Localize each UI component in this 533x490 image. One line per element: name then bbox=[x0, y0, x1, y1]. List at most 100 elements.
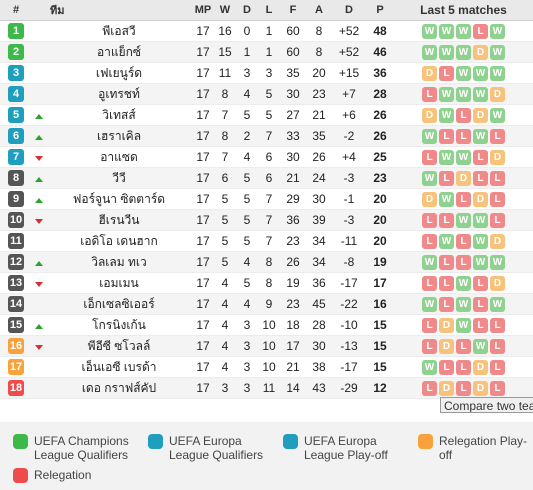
team-name[interactable]: พีเอสวี bbox=[46, 20, 192, 42]
form-result-badge[interactable]: L bbox=[439, 212, 454, 228]
form-result-badge[interactable]: D bbox=[422, 65, 437, 81]
table-row[interactable]: 13 เอมเมน 17 4 5 8 19 36 -17 17 L L W L D bbox=[0, 272, 533, 294]
form-result-badge[interactable]: L bbox=[439, 128, 454, 144]
team-name[interactable]: วีวี bbox=[46, 167, 192, 189]
col-a-header[interactable]: A bbox=[306, 0, 332, 21]
form-result-badge[interactable]: W bbox=[439, 191, 454, 207]
team-name[interactable]: อาแซด bbox=[46, 146, 192, 168]
form-result-badge[interactable]: D bbox=[473, 107, 488, 123]
form-result-badge[interactable]: W bbox=[422, 170, 437, 186]
form-result-badge[interactable]: W bbox=[439, 149, 454, 165]
form-result-badge[interactable]: W bbox=[422, 296, 437, 312]
form-result-badge[interactable]: L bbox=[439, 170, 454, 186]
form-result-badge[interactable]: W bbox=[439, 23, 454, 39]
col-l-header[interactable]: L bbox=[258, 0, 280, 21]
form-result-badge[interactable]: W bbox=[456, 65, 471, 81]
form-result-badge[interactable]: L bbox=[456, 338, 471, 354]
form-result-badge[interactable]: L bbox=[422, 317, 437, 333]
col-p-header[interactable]: P bbox=[366, 0, 394, 21]
form-result-badge[interactable]: L bbox=[456, 233, 471, 249]
table-row[interactable]: 7 อาแซด 17 7 4 6 30 26 +4 25 L W W L D bbox=[0, 146, 533, 168]
team-name[interactable]: เฮราเคิล bbox=[46, 125, 192, 147]
form-result-badge[interactable]: L bbox=[490, 359, 505, 375]
form-result-badge[interactable]: W bbox=[456, 44, 471, 60]
form-result-badge[interactable]: W bbox=[439, 86, 454, 102]
team-name[interactable]: โกรนิงเก้น bbox=[46, 314, 192, 336]
form-result-badge[interactable]: L bbox=[473, 170, 488, 186]
form-result-badge[interactable]: W bbox=[490, 296, 505, 312]
form-result-badge[interactable]: W bbox=[456, 275, 471, 291]
form-result-badge[interactable]: W bbox=[439, 107, 454, 123]
form-result-badge[interactable]: D bbox=[422, 191, 437, 207]
col-w-header[interactable]: W bbox=[214, 0, 236, 21]
col-rank-header[interactable]: # bbox=[0, 0, 32, 21]
form-result-badge[interactable]: L bbox=[422, 86, 437, 102]
table-row[interactable]: 3 เฟเยนูร์ด 17 11 3 3 35 20 +15 36 D L W W W bbox=[0, 62, 533, 84]
form-result-badge[interactable]: W bbox=[490, 65, 505, 81]
team-name[interactable]: อูเทรชท์ bbox=[46, 83, 192, 105]
form-result-badge[interactable]: L bbox=[422, 275, 437, 291]
form-result-badge[interactable]: D bbox=[439, 317, 454, 333]
form-result-badge[interactable]: L bbox=[490, 380, 505, 396]
col-f-header[interactable]: F bbox=[280, 0, 306, 21]
team-name[interactable]: ฟอร์จูนา ซิตตาร์ด bbox=[46, 188, 192, 210]
form-result-badge[interactable]: D bbox=[456, 170, 471, 186]
form-result-badge[interactable]: W bbox=[422, 44, 437, 60]
form-result-badge[interactable]: D bbox=[422, 107, 437, 123]
team-name[interactable]: อาแย็กซ์ bbox=[46, 41, 192, 63]
form-result-badge[interactable]: L bbox=[439, 254, 454, 270]
form-result-badge[interactable]: W bbox=[456, 212, 471, 228]
team-name[interactable]: ฮีเรนวีน bbox=[46, 209, 192, 231]
form-result-badge[interactable]: D bbox=[473, 191, 488, 207]
form-result-badge[interactable]: L bbox=[456, 254, 471, 270]
table-row[interactable]: 17 เอ็นเอซี เบรด้า 17 4 3 10 21 38 -17 15 W L L D L bbox=[0, 356, 533, 378]
form-result-badge[interactable]: W bbox=[490, 23, 505, 39]
form-result-badge[interactable]: D bbox=[473, 380, 488, 396]
form-result-badge[interactable]: L bbox=[473, 317, 488, 333]
form-result-badge[interactable]: D bbox=[490, 233, 505, 249]
form-result-badge[interactable]: D bbox=[439, 338, 454, 354]
form-result-badge[interactable]: W bbox=[490, 107, 505, 123]
table-row[interactable]: 6 เฮราเคิล 17 8 2 7 33 35 -2 26 W L L W L bbox=[0, 125, 533, 147]
form-result-badge[interactable]: L bbox=[490, 170, 505, 186]
form-result-badge[interactable]: W bbox=[456, 86, 471, 102]
form-result-badge[interactable]: L bbox=[473, 23, 488, 39]
form-result-badge[interactable]: L bbox=[439, 275, 454, 291]
form-result-badge[interactable]: D bbox=[473, 359, 488, 375]
table-row[interactable]: 5 วิเทสส์ 17 7 5 5 27 21 +6 26 D W L D W bbox=[0, 104, 533, 126]
form-result-badge[interactable]: D bbox=[473, 44, 488, 60]
table-row[interactable]: 14 เอ็กเซลซิเออร์ 17 4 4 9 23 45 -22 16 W L W L W bbox=[0, 293, 533, 315]
form-result-badge[interactable]: L bbox=[473, 149, 488, 165]
form-result-badge[interactable]: W bbox=[473, 254, 488, 270]
team-name[interactable]: เอดิโอ เดนฮาก bbox=[46, 230, 192, 252]
table-row[interactable]: 15 โกรนิงเก้น 17 4 3 10 18 28 -10 15 L D W L L bbox=[0, 314, 533, 336]
form-result-badge[interactable]: L bbox=[490, 317, 505, 333]
form-result-badge[interactable]: W bbox=[422, 23, 437, 39]
team-name[interactable]: เอมเมน bbox=[46, 272, 192, 294]
team-name[interactable]: เอ็นเอซี เบรด้า bbox=[46, 356, 192, 378]
form-result-badge[interactable]: W bbox=[456, 149, 471, 165]
form-result-badge[interactable]: W bbox=[422, 128, 437, 144]
table-row[interactable]: 2 อาแย็กซ์ 17 15 1 1 60 8 +52 46 W W W D W bbox=[0, 41, 533, 63]
form-result-badge[interactable]: L bbox=[490, 212, 505, 228]
form-result-badge[interactable]: W bbox=[473, 86, 488, 102]
form-result-badge[interactable]: L bbox=[456, 380, 471, 396]
form-result-badge[interactable]: L bbox=[439, 65, 454, 81]
table-row[interactable]: 18 เดอ กราฟส์คัป 17 3 3 11 14 43 -29 12 L D L D L bbox=[0, 377, 533, 399]
form-result-badge[interactable]: L bbox=[422, 149, 437, 165]
team-name[interactable]: พีอีซี ซโวลล์ bbox=[46, 335, 192, 357]
form-result-badge[interactable]: D bbox=[490, 275, 505, 291]
form-result-badge[interactable]: L bbox=[422, 380, 437, 396]
table-row[interactable]: 4 อูเทรชท์ 17 8 4 5 30 23 +7 28 L W W W D bbox=[0, 83, 533, 105]
form-result-badge[interactable]: W bbox=[439, 233, 454, 249]
team-name[interactable]: วิลเลม ทเว bbox=[46, 251, 192, 273]
table-row[interactable]: 1 พีเอสวี 17 16 0 1 60 8 +52 48 W W W L W bbox=[0, 20, 533, 42]
form-result-badge[interactable]: W bbox=[439, 44, 454, 60]
form-result-badge[interactable]: L bbox=[473, 275, 488, 291]
table-row[interactable]: 9 ฟอร์จูนา ซิตตาร์ด 17 5 5 7 29 30 -1 20 D W L D L bbox=[0, 188, 533, 210]
table-row[interactable]: 10 ฮีเรนวีน 17 5 5 7 36 39 -3 20 L L W W L bbox=[0, 209, 533, 231]
form-result-badge[interactable]: L bbox=[439, 296, 454, 312]
form-result-badge[interactable]: W bbox=[490, 44, 505, 60]
form-result-badge[interactable]: L bbox=[473, 296, 488, 312]
team-name[interactable]: เดอ กราฟส์คัป bbox=[46, 377, 192, 399]
